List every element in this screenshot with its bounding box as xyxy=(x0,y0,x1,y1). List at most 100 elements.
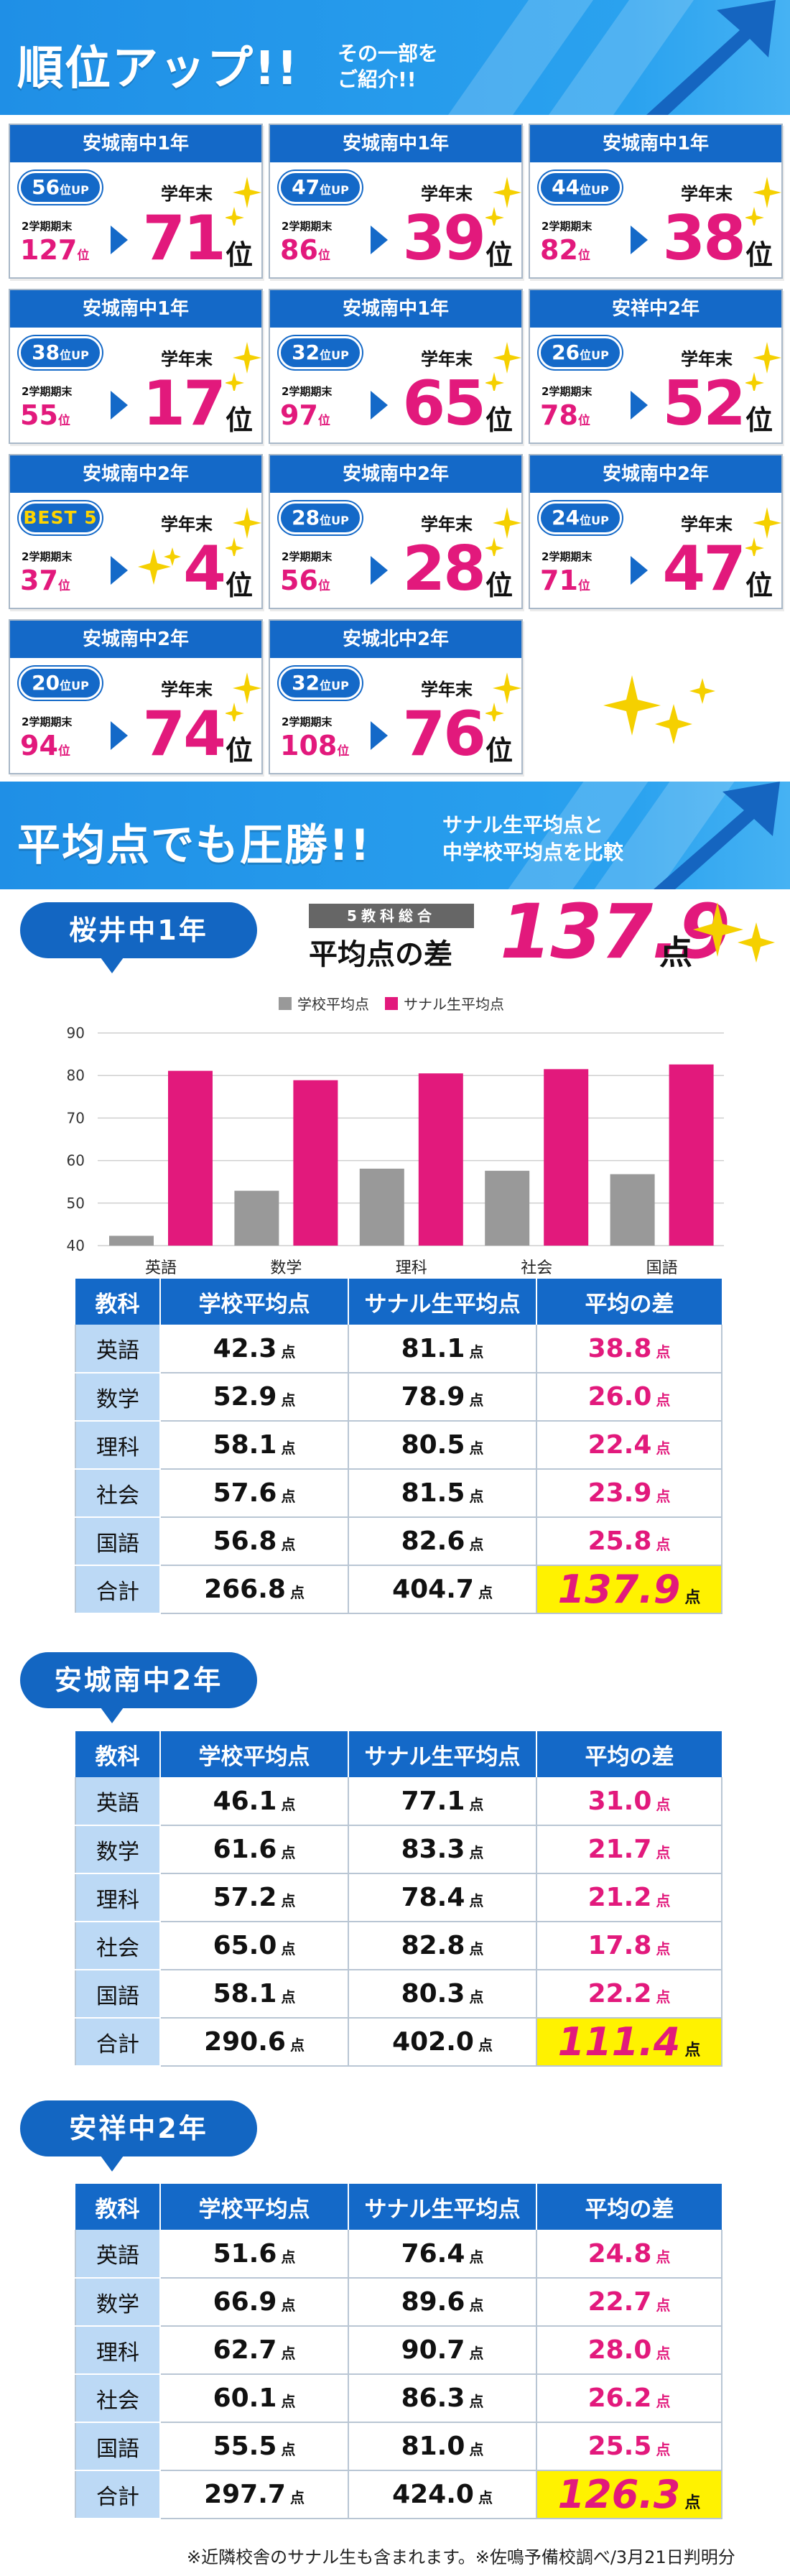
current-rank: 28 xyxy=(402,533,486,605)
card-school: 安祥中2年 xyxy=(530,290,781,328)
card-school: 安城北中2年 xyxy=(270,621,521,658)
col-sanaru-avg: サナル生平均点 xyxy=(348,2184,537,2230)
prev-rank: 37位 xyxy=(20,565,70,596)
prev-term-label: 2学期期末 xyxy=(22,715,73,728)
avg-diff-label: 平均点の差 xyxy=(309,938,452,971)
prev-term-label: 2学期期末 xyxy=(282,715,333,728)
rank-unit: 位 xyxy=(745,239,773,271)
rank-up-banner: 順位アップ!! その一部を ご紹介!! xyxy=(0,0,790,115)
sanaru-avg-cell: 77.1 点 xyxy=(348,1777,537,1826)
current-rank: 39 xyxy=(402,203,486,274)
school-avg-cell: 57.6 点 xyxy=(160,1469,349,1518)
school-avg-cell: 56.8 点 xyxy=(160,1517,349,1566)
sparkle-icon xyxy=(138,547,181,585)
arrow-right-icon xyxy=(111,556,128,585)
rank-up-badge: 26位UP xyxy=(539,336,622,369)
prev-rank: 108位 xyxy=(280,730,350,761)
table-row: 国語 55.5 点 81.0 点 25.5 点 xyxy=(75,2422,722,2471)
current-rank: 17 xyxy=(142,368,226,440)
card-school: 安城南中1年 xyxy=(530,125,781,162)
card-school: 安城南中1年 xyxy=(270,290,521,328)
comparison-table-anjo-2: 教科 学校平均点 サナル生平均点 平均の差 英語 51.6 点 76.4 点 24.8 点数学 66.… xyxy=(75,2184,722,2519)
sanaru-avg-cell: 86.3 点 xyxy=(348,2374,537,2423)
sanaru-avg-cell: 83.3 点 xyxy=(348,1825,537,1874)
col-avg-diff: 平均の差 xyxy=(536,1731,722,1777)
y-tick-label: 50 xyxy=(67,1195,85,1212)
bar-school xyxy=(610,1174,655,1246)
sanaru-avg-cell: 404.7 点 xyxy=(348,1565,537,1614)
subject-cell: 国語 xyxy=(75,1517,161,1566)
rank-up-badge: 44位UP xyxy=(539,171,622,204)
arrow-right-icon xyxy=(371,226,388,254)
rank-unit: 位 xyxy=(485,404,513,436)
card-school: 安城南中2年 xyxy=(10,455,261,493)
bar-school xyxy=(485,1170,530,1246)
subject-cell: 数学 xyxy=(75,1373,161,1422)
table-row: 英語 51.6 点 76.4 点 24.8 点 xyxy=(75,2230,722,2279)
rank-up-sub-2: ご紹介!! xyxy=(338,68,417,91)
subject-cell: 国語 xyxy=(75,1970,161,2019)
rank-up-badge: 28位UP xyxy=(279,501,362,534)
avg-diff-value: 137.9 xyxy=(500,888,730,976)
subject-cell: 社会 xyxy=(75,1469,161,1518)
avg-diff-cell: 24.8 点 xyxy=(536,2230,722,2279)
rank-card: 安城南中2年 20位UP 学年末 2学期期末 94位 74 位 xyxy=(9,619,263,774)
rank-up-badge: BEST 5 xyxy=(19,501,102,534)
school-avg-cell: 297.7 点 xyxy=(160,2470,349,2519)
five-subject-total-label: 5教科総合 xyxy=(309,904,474,928)
sparkle-icon xyxy=(693,902,775,963)
table-row: 英語 46.1 点 77.1 点 31.0 点 xyxy=(75,1777,722,1826)
rank-card: 安城南中1年 32位UP 学年末 2学期期末 97位 65 位 xyxy=(269,289,523,444)
table-row: 社会 60.1 点 86.3 点 26.2 点 xyxy=(75,2374,722,2423)
x-tick-label: 数学 xyxy=(270,1259,302,1277)
term-end-label: 学年末 xyxy=(681,514,733,534)
rank-up-title: 順位アップ!! xyxy=(17,42,299,96)
table-row: 合計 266.8 点 404.7 点 137.9 点 xyxy=(75,1565,722,1614)
rank-card: 安城南中1年 44位UP 学年末 2学期期末 82位 38 位 xyxy=(529,124,783,279)
prev-term-label: 2学期期末 xyxy=(22,220,73,233)
sparkle-icon xyxy=(485,672,521,721)
table-row: 理科 57.2 点 78.4 点 21.2 点 xyxy=(75,1873,722,1922)
average-sub-1: サナル生平均点と xyxy=(442,813,604,837)
table-row: 国語 56.8 点 82.6 点 25.8 点 xyxy=(75,1517,722,1566)
school-avg-cell: 290.6 点 xyxy=(160,2018,349,2067)
sanaru-avg-cell: 402.0 点 xyxy=(348,2018,537,2067)
rank-card: 安城南中1年 47位UP 学年末 2学期期末 86位 39 位 xyxy=(269,124,523,279)
subject-cell: 数学 xyxy=(75,1825,161,1874)
table-header-row: 教科 学校平均点 サナル生平均点 平均の差 xyxy=(75,1731,722,1777)
sanaru-avg-cell: 78.4 点 xyxy=(348,1873,537,1922)
subject-cell: 数学 xyxy=(75,2278,161,2327)
sparkle-icon xyxy=(226,507,261,556)
sparkle-icon xyxy=(745,177,781,226)
avg-diff-cell: 25.8 点 xyxy=(536,1517,722,1566)
term-end-label: 学年末 xyxy=(681,184,733,204)
table-row: 理科 58.1 点 80.5 点 22.4 点 xyxy=(75,1421,722,1470)
school-avg-cell: 52.9 点 xyxy=(160,1373,349,1422)
rank-unit: 位 xyxy=(225,735,253,766)
table-row: 合計 297.7 点 424.0 点 126.3 点 xyxy=(75,2470,722,2519)
table-row: 社会 57.6 点 81.5 点 23.9 点 xyxy=(75,1469,722,1518)
col-school-avg: 学校平均点 xyxy=(160,2184,349,2230)
card-school: 安城南中1年 xyxy=(270,125,521,162)
y-tick-label: 80 xyxy=(67,1067,85,1084)
comparison-table-anjo-minami-2: 教科 学校平均点 サナル生平均点 平均の差 英語 46.1 点 77.1 点 31.0 点数学 61.… xyxy=(75,1731,722,2067)
school-avg-cell: 57.2 点 xyxy=(160,1873,349,1922)
prev-rank: 71位 xyxy=(540,565,590,596)
rank-unit: 位 xyxy=(745,570,773,601)
prev-term-label: 2学期期末 xyxy=(22,550,73,563)
sanaru-avg-cell: 78.9 点 xyxy=(348,1373,537,1422)
table-row: 数学 66.9 点 89.6 点 22.7 点 xyxy=(75,2278,722,2327)
table-row: 社会 65.0 点 82.8 点 17.8 点 xyxy=(75,1922,722,1970)
arrow-right-icon xyxy=(111,391,128,420)
subject-cell: 合計 xyxy=(75,2018,161,2067)
sanaru-avg-cell: 80.5 点 xyxy=(348,1421,537,1470)
current-rank: 74 xyxy=(142,698,226,770)
prev-rank: 82位 xyxy=(540,234,590,266)
subject-cell: 理科 xyxy=(75,1873,161,1922)
average-sub-2: 中学校平均点を比較 xyxy=(442,840,624,864)
rank-up-sub-1: その一部を xyxy=(338,42,439,65)
table-row: 英語 42.3 点 81.1 点 38.8 点 xyxy=(75,1325,722,1373)
sparkle-icon xyxy=(226,342,261,391)
sparkle-icon xyxy=(603,675,715,744)
term-end-label: 学年末 xyxy=(161,349,213,369)
